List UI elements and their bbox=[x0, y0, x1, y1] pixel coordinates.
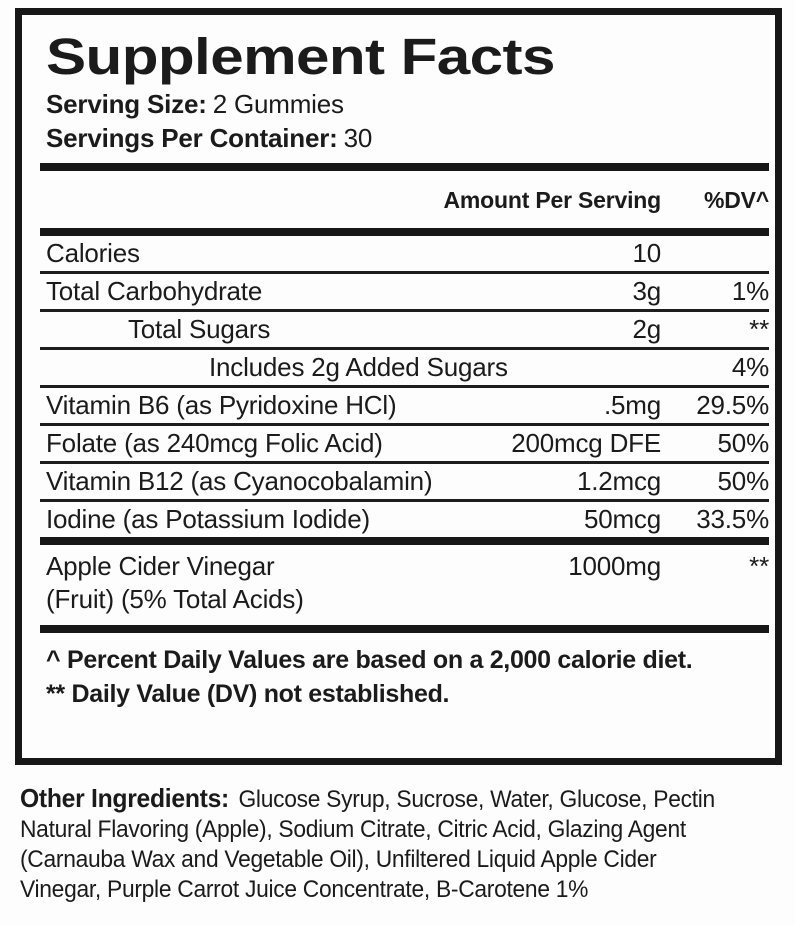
row-vitamin-b6: Vitamin B6 (as Pyridoxine HCl) .5mg 29.5… bbox=[40, 388, 769, 423]
row-total-sugars: Total Sugars 2g ** bbox=[40, 312, 769, 347]
nutrient-name: Iodine (as Potassium Iodide) bbox=[46, 504, 370, 534]
nutrient-dv: 33.5% bbox=[696, 504, 769, 534]
row-iodine: Iodine (as Potassium Iodide) 50mcg 33.5% bbox=[40, 502, 769, 537]
footnote-dv-not-established: ** Daily Value (DV) not established. bbox=[46, 680, 450, 708]
footnotes: ^ Percent Daily Values are based on a 2,… bbox=[40, 633, 769, 711]
servings-per-container-line: Servings Per Container: 30 bbox=[46, 121, 769, 155]
nutrient-name-line2: (Fruit) (5% Total Acids) bbox=[46, 584, 304, 614]
nutrient-name: Calories bbox=[46, 238, 140, 268]
footnote-percent-dv: ^ Percent Daily Values are based on a 2,… bbox=[46, 646, 693, 674]
other-ingredients-text-2: Natural Flavoring (Apple), Sodium Citrat… bbox=[20, 816, 686, 843]
row-divider bbox=[40, 347, 769, 350]
nutrient-name: Includes 2g Added Sugars bbox=[209, 352, 508, 382]
servings-per-container-value: 30 bbox=[343, 123, 373, 153]
thick-divider bbox=[40, 625, 769, 633]
nutrient-name: Vitamin B6 (as Pyridoxine HCl) bbox=[46, 390, 397, 420]
nutrient-name: Vitamin B12 (as Cyanocobalamin) bbox=[46, 466, 433, 496]
nutrient-name-line1: Apple Cider Vinegar bbox=[46, 551, 275, 581]
nutrient-amount: 2g bbox=[632, 314, 661, 344]
panel-title: Supplement Facts bbox=[46, 28, 555, 85]
row-divider bbox=[40, 385, 769, 388]
row-total-carbohydrate: Total Carbohydrate 3g 1% bbox=[40, 274, 769, 309]
percent-dv-header: %DV^ bbox=[703, 187, 769, 213]
serving-size-value: 2 Gummies bbox=[212, 89, 344, 119]
thick-divider bbox=[40, 228, 769, 236]
table-header-row: Amount Per Serving %DV^ bbox=[40, 171, 770, 228]
row-divider bbox=[40, 499, 769, 502]
row-divider bbox=[40, 309, 769, 312]
serving-size-line: Serving Size: 2 Gummies bbox=[46, 87, 769, 121]
row-calories: Calories 10 bbox=[40, 236, 769, 271]
row-divider bbox=[40, 461, 769, 464]
nutrient-name: Total Sugars bbox=[128, 314, 271, 344]
servings-per-container-label: Servings Per Container: bbox=[46, 123, 338, 153]
nutrient-dv: 50% bbox=[717, 466, 770, 496]
amount-per-serving-header: Amount Per Serving bbox=[443, 187, 662, 213]
row-divider bbox=[40, 423, 769, 426]
row-vitamin-b12: Vitamin B12 (as Cyanocobalamin) 1.2mcg 5… bbox=[40, 464, 769, 499]
nutrient-amount: 1000mg bbox=[568, 551, 661, 581]
serving-size-label: Serving Size: bbox=[46, 89, 207, 119]
nutrient-name: Total Carbohydrate bbox=[46, 276, 263, 306]
thick-divider bbox=[40, 163, 769, 171]
row-folate: Folate (as 240mcg Folic Acid) 200mcg DFE… bbox=[40, 426, 769, 461]
nutrient-amount: 10 bbox=[632, 238, 661, 268]
nutrient-amount: 200mcg DFE bbox=[511, 428, 661, 458]
nutrient-amount: 3g bbox=[632, 276, 661, 306]
other-ingredients-line: Other Ingredients: Glucose Syrup, Sucrose… bbox=[20, 783, 752, 815]
nutrient-dv: 4% bbox=[731, 352, 769, 382]
other-ingredients-label: Other Ingredients: bbox=[20, 783, 229, 813]
nutrient-amount: 1.2mcg bbox=[576, 466, 661, 496]
other-ingredients-text-4: Vinegar, Purple Carrot Juice Concentrate… bbox=[20, 876, 589, 903]
nutrient-dv: ** bbox=[749, 314, 769, 344]
nutrient-dv: ** bbox=[749, 551, 769, 581]
row-added-sugars: Includes 2g Added Sugars 4% bbox=[40, 350, 769, 385]
nutrient-amount: .5mg bbox=[603, 390, 661, 420]
row-apple-cider-vinegar: Apple Cider Vinegar (Fruit) (5% Total Ac… bbox=[40, 545, 769, 625]
nutrient-amount: 50mcg bbox=[583, 504, 661, 534]
nutrient-dv: 50% bbox=[717, 428, 770, 458]
nutrient-dv: 29.5% bbox=[696, 390, 769, 420]
thick-divider bbox=[40, 537, 769, 545]
row-divider bbox=[40, 271, 769, 274]
other-ingredients-text-1: Glucose Syrup, Sucrose, Water, Glucose, … bbox=[238, 786, 715, 813]
nutrient-dv: 1% bbox=[731, 276, 769, 306]
other-ingredients-text-3: (Carnauba Wax and Vegetable Oil), Unfilt… bbox=[20, 846, 657, 873]
nutrient-name: Apple Cider Vinegar (Fruit) (5% Total Ac… bbox=[40, 550, 491, 616]
other-ingredients: Other Ingredients: Glucose Syrup, Sucrose… bbox=[20, 783, 752, 905]
nutrient-name: Folate (as 240mcg Folic Acid) bbox=[46, 428, 383, 458]
supplement-facts-panel: Supplement Facts Serving Size: 2 Gummies … bbox=[15, 8, 782, 765]
